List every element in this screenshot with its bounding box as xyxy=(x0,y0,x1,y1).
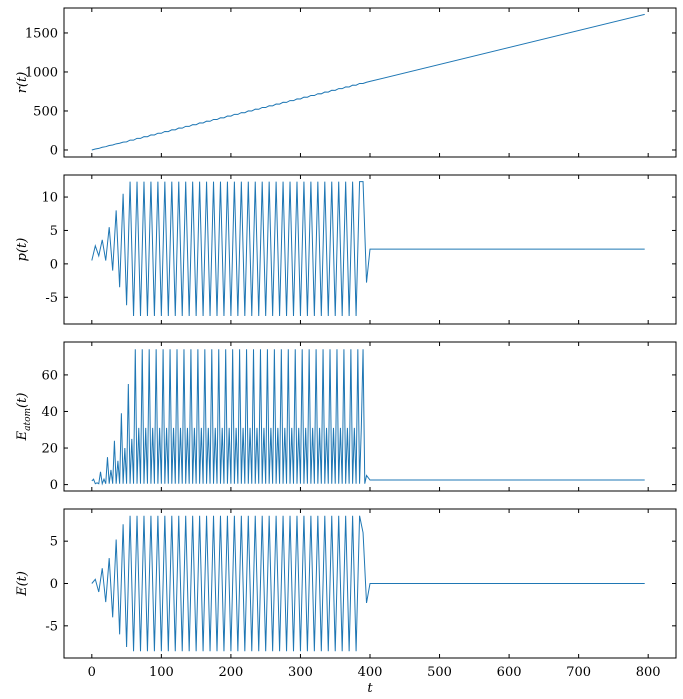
x-tick-label: 600 xyxy=(497,665,522,680)
y-tick-label: 20 xyxy=(41,442,58,457)
y-axis-label: E(t) xyxy=(15,571,30,597)
y-tick-label: 60 xyxy=(41,368,58,383)
y-label-main: E(t) xyxy=(15,571,30,597)
y-tick-label: 0 xyxy=(50,478,58,493)
y-tick-label: 0 xyxy=(50,257,58,272)
x-axis-label: t xyxy=(367,681,373,696)
x-tick-label: 0 xyxy=(88,665,96,680)
panel: 0 500 1000 1500 r(t) xyxy=(15,7,677,158)
y-tick-label: 10 xyxy=(41,191,58,206)
x-tick-label: 200 xyxy=(218,665,243,680)
y-label-sub: atom xyxy=(23,408,33,431)
panel: -5 0 5 10 p(t) xyxy=(15,174,677,325)
data-line xyxy=(91,181,645,316)
y-tick-label: 40 xyxy=(41,405,58,420)
data-line xyxy=(91,349,645,486)
y-label-main: E xyxy=(15,430,30,441)
y-tick-label: -5 xyxy=(45,291,58,306)
data-line xyxy=(91,13,645,151)
y-tick-label: 5 xyxy=(50,535,58,550)
x-tick-label: 400 xyxy=(358,665,383,680)
y-tick-label: 0 xyxy=(50,143,58,158)
y-tick-label: -5 xyxy=(45,619,58,634)
y-axis-label: Eatom(t) xyxy=(15,393,33,442)
y-axis-label: p(t) xyxy=(15,238,30,262)
y-label-main: p(t) xyxy=(15,238,30,262)
y-tick-label: 500 xyxy=(33,104,58,119)
y-tick-label: 1500 xyxy=(25,26,58,41)
x-tick-label: 500 xyxy=(427,665,452,680)
y-label-end: (t) xyxy=(15,393,30,408)
y-tick-label: 0 xyxy=(50,577,58,592)
x-tick-label: 700 xyxy=(566,665,591,680)
y-tick-label: 5 xyxy=(50,224,58,239)
data-line xyxy=(91,515,645,652)
panel: 0 20 40 60 Eatom(t) xyxy=(15,341,677,493)
x-tick-label: 300 xyxy=(288,665,313,680)
y-tick-label: 1000 xyxy=(25,65,58,80)
y-axis-label: r(t) xyxy=(15,72,30,94)
x-tick-label: 800 xyxy=(636,665,661,680)
y-label-main: r(t) xyxy=(15,72,30,94)
x-tick-label: 100 xyxy=(149,665,174,680)
